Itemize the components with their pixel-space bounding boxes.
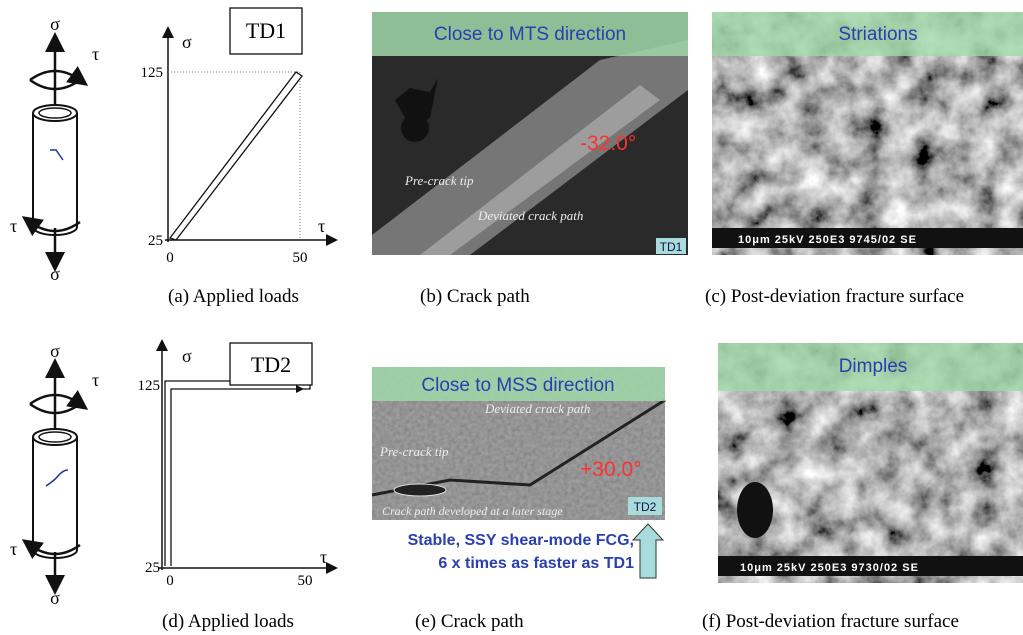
label: Striations xyxy=(838,24,917,45)
shape-ellipse xyxy=(394,484,446,496)
label: τ xyxy=(318,216,325,236)
shape-path xyxy=(33,437,77,558)
label: 0 xyxy=(166,573,174,589)
label: TD1 xyxy=(660,240,683,254)
label: TD2 xyxy=(251,352,291,377)
label: 50 xyxy=(298,573,313,589)
label: 125 xyxy=(141,65,164,81)
shape-rect xyxy=(372,520,665,585)
specimen-1: σ τ τ σ xyxy=(10,14,99,284)
shape-path xyxy=(165,381,310,566)
label: τ xyxy=(10,539,17,559)
label: σ xyxy=(50,588,60,608)
label: 10μm 25kV 250E3 9745/02 SE xyxy=(738,234,917,246)
load-path-1: TD1 σ τ 125 25 0 50 (a) Applied loads xyxy=(141,8,333,307)
fracture-image-2: Dimples 10μm 25kV 250E3 9730/02 SE (f) P… xyxy=(702,343,1023,632)
label: σ xyxy=(50,14,60,34)
label: Deviated crack path xyxy=(477,208,583,223)
label: τ xyxy=(10,216,17,236)
load-path-2: TD2 σ τ 125 25 0 50 (d) Applied loads xyxy=(138,343,333,632)
label: -32.0° xyxy=(580,132,636,155)
label: 25 xyxy=(145,560,160,576)
crack-image-1: Close to MTS direction Pre-crack tip Dev… xyxy=(372,12,688,307)
label: (f) Post-deviation fracture surface xyxy=(702,611,959,632)
label: Deviated crack path xyxy=(484,401,590,416)
label: Pre-crack tip xyxy=(404,173,474,188)
label: (c) Post-deviation fracture surface xyxy=(705,286,964,307)
label: +30.0° xyxy=(580,458,642,481)
label: 10μm 25kV 250E3 9730/02 SE xyxy=(740,562,919,574)
label: (e) Crack path xyxy=(415,611,524,632)
label: σ xyxy=(50,341,60,361)
shape-ellipse xyxy=(737,482,773,538)
label: (d) Applied loads xyxy=(162,611,294,632)
label: Crack path developed at a later stage xyxy=(382,504,563,518)
label: Dimples xyxy=(839,356,908,377)
label: 6 x times as faster as TD1 xyxy=(438,555,634,572)
shape-path xyxy=(33,113,77,235)
label: τ xyxy=(92,370,99,390)
fracture-image-1: Striations 10μm 25kV 250E3 9745/02 SE (c… xyxy=(705,12,1023,307)
label: Close to MSS direction xyxy=(421,375,614,396)
specimen-2: σ τ τ σ xyxy=(10,341,99,608)
shape-path xyxy=(170,72,302,240)
label: (a) Applied loads xyxy=(168,286,299,307)
label: 50 xyxy=(293,250,308,266)
label: (b) Crack path xyxy=(420,286,530,307)
label: TD2 xyxy=(634,500,657,514)
label: Stable, SSY shear-mode FCG, xyxy=(408,532,634,549)
label: Pre-crack tip xyxy=(379,444,449,459)
label: τ xyxy=(92,44,99,64)
label: 125 xyxy=(138,378,161,394)
label: 0 xyxy=(166,250,174,266)
label: Close to MTS direction xyxy=(434,24,626,45)
crack-image-2: Close to MSS direction Deviated crack pa… xyxy=(372,367,665,632)
shape-circle xyxy=(401,114,429,142)
label: TD1 xyxy=(246,18,286,43)
label: τ xyxy=(320,547,327,567)
figure: σ τ τ σ TD1 σ τ 125 25 0 50 (a) Applied … xyxy=(0,0,1023,635)
label: σ xyxy=(50,264,60,284)
label: 25 xyxy=(148,233,163,249)
label: σ xyxy=(182,32,192,52)
label: σ xyxy=(182,346,192,366)
